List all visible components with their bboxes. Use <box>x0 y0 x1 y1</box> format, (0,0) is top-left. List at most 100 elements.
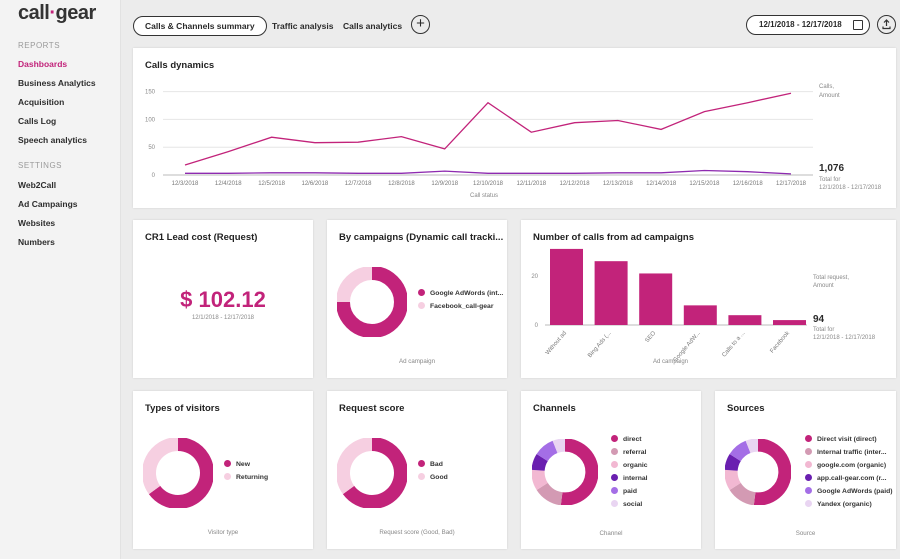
tab-calls-channels-summary[interactable]: Calls & Channels summary <box>133 16 267 36</box>
add-tab-button[interactable]: + <box>411 15 430 34</box>
sources-card: Sources Direct visit (direct) Internal t… <box>715 391 896 549</box>
sources-legend-item: Direct visit (direct) <box>805 435 877 443</box>
bar <box>550 248 583 325</box>
sources-caption: Source <box>795 530 816 537</box>
ad-calls-legend-sub: Amount <box>813 283 834 289</box>
request-score-donut <box>337 438 407 508</box>
legend-dot <box>611 448 618 455</box>
sidebar-item-speech-analytics[interactable]: Speech analytics <box>18 135 87 145</box>
channels-legend-item: social <box>611 500 642 508</box>
visitors-legend-item: New <box>224 460 250 468</box>
channels-donut <box>532 439 598 505</box>
donut-slice <box>337 438 373 495</box>
date-range-text: 12/1/2018 - 12/17/2018 <box>759 20 842 29</box>
donut-slice <box>745 439 759 454</box>
legend-dot <box>805 461 812 468</box>
sources-donut <box>725 439 791 505</box>
cr1-title: CR1 Lead cost (Request) <box>145 232 258 243</box>
date-range-picker[interactable]: 12/1/2018 - 12/17/2018 <box>746 15 870 35</box>
sidebar-item-dashboards[interactable]: Dashboards <box>18 59 68 69</box>
calls-dynamics-card: Calls dynamics 0 50 100 150 12/3/2018 12/4/20… <box>133 48 896 208</box>
x-tick-label: 12/11/2018 <box>516 181 546 187</box>
sidebar-item-numbers[interactable]: Numbers <box>18 237 55 247</box>
legend-dot <box>611 461 618 468</box>
x-tick-label: 12/4/2018 <box>215 181 242 187</box>
ad-calls-total-range: 12/1/2018 - 12/17/2018 <box>813 335 876 341</box>
bar <box>683 305 717 325</box>
legend-dot <box>224 460 231 467</box>
channels-title: Channels <box>533 403 576 414</box>
sidebar: call·gear REPORTS Dashboards Business An… <box>0 0 121 559</box>
ad-calls-xlabel: Ad campaign <box>653 359 689 365</box>
donut-slice <box>729 440 751 462</box>
legend-dot <box>418 473 425 480</box>
legend-dot <box>805 448 812 455</box>
calls-total-range: 12/1/2018 - 12/17/2018 <box>819 185 882 191</box>
plus-icon: + <box>416 15 425 32</box>
x-tick-label: 12/10/2018 <box>473 181 504 187</box>
sources-legend-item: Google AdWords (paid) <box>805 487 893 495</box>
channels-legend-item: internal <box>611 474 648 482</box>
legend-dot <box>418 302 425 309</box>
donut-slice <box>753 439 791 505</box>
calls-dynamics-title: Calls dynamics <box>145 60 215 71</box>
campaigns-caption: Ad campaign <box>398 358 436 365</box>
y-tick-label: 100 <box>145 117 156 123</box>
request-score-caption: Request score (Good, Bad) <box>379 529 455 536</box>
request-score-title: Request score <box>339 403 405 414</box>
tab-calls-analytics[interactable]: Calls analytics <box>343 21 403 31</box>
visitors-donut <box>143 438 213 508</box>
export-button[interactable] <box>877 15 896 34</box>
donut-slice <box>536 440 558 462</box>
legend-dot <box>418 460 425 467</box>
sidebar-item-ad-campaings[interactable]: Ad Campaings <box>18 199 78 209</box>
tab-traffic-analysis[interactable]: Traffic analysis <box>272 21 334 31</box>
visitors-caption: Visitor type <box>207 529 239 536</box>
legend-dot <box>611 435 618 442</box>
cr1-lead-cost-card: CR1 Lead cost (Request) $ 102.12 12/1/20… <box>133 220 313 378</box>
legend-dot <box>418 289 425 296</box>
request-score-legend-item: Good <box>418 473 448 481</box>
series-line <box>184 92 792 166</box>
bar <box>594 261 628 325</box>
x-tick-label: 12/3/2018 <box>172 181 199 187</box>
channels-legend-item: organic <box>611 461 648 469</box>
campaigns-title: By campaigns (Dynamic call tracki... <box>339 232 504 243</box>
channels-card: Channels direct referral organic interna… <box>521 391 701 549</box>
calendar-icon <box>853 20 863 30</box>
x-tick-label: 12/15/2018 <box>689 181 720 187</box>
sidebar-item-acquisition[interactable]: Acquisition <box>18 97 65 107</box>
x-tick-label: SEO <box>644 330 657 344</box>
x-tick-label: 12/6/2018 <box>302 181 329 187</box>
request-score-card: Request score Bad Good Request score (Go… <box>327 391 507 549</box>
ad-calls-card: Number of calls from ad campaigns 0 20 Wit… <box>521 220 896 378</box>
y-tick-label: 0 <box>535 323 539 329</box>
donut-slice <box>552 439 566 454</box>
campaigns-legend-item: Google AdWords (int... <box>418 289 503 297</box>
x-tick-label: 12/7/2018 <box>345 181 372 187</box>
sidebar-item-web2call[interactable]: Web2Call <box>18 180 57 190</box>
sidebar-item-websites[interactable]: Websites <box>18 218 56 228</box>
legend-dot <box>805 435 812 442</box>
legend-dot <box>805 500 812 507</box>
y-tick-label: 150 <box>145 90 156 96</box>
sidebar-item-calls-log[interactable]: Calls Log <box>18 116 57 126</box>
legend-dot <box>611 500 618 507</box>
campaigns-donut <box>337 267 407 337</box>
channels-caption: Channel <box>599 530 623 537</box>
ad-calls-total-label: Total for <box>813 327 835 333</box>
donut-slice <box>342 438 407 508</box>
sidebar-item-business-analytics[interactable]: Business Analytics <box>18 78 96 88</box>
donut-slice <box>536 482 563 505</box>
donut-slice <box>532 469 549 491</box>
y-tick-label: 20 <box>531 274 538 280</box>
x-tick-label: 12/16/2018 <box>733 181 764 187</box>
legend-dot <box>805 474 812 481</box>
ad-calls-total-value: 94 <box>813 314 825 325</box>
x-tick-label: 12/8/2018 <box>388 181 415 187</box>
x-tick-label: Calls to a ... <box>721 330 746 358</box>
x-tick-label: 12/5/2018 <box>258 181 285 187</box>
bar <box>639 273 673 325</box>
bar <box>773 320 806 325</box>
upload-icon <box>882 19 891 30</box>
